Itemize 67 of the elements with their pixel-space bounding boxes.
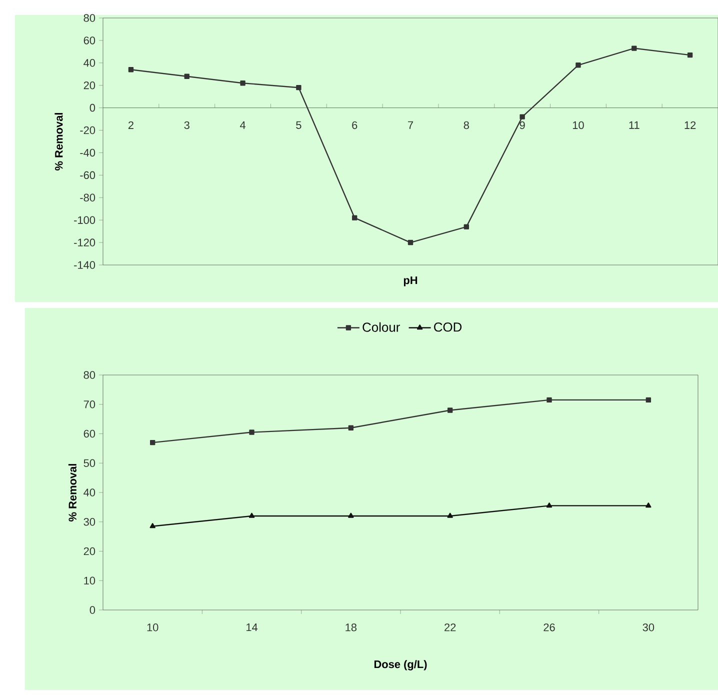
y-tick-label: -20 <box>80 126 96 134</box>
point <box>546 502 552 508</box>
x-tick-label: 8 <box>464 121 469 130</box>
y-tick-label: 0 <box>90 606 96 614</box>
legend-label: COD <box>434 322 462 332</box>
point <box>128 67 134 72</box>
y-axis-title: % Removal <box>68 464 76 522</box>
x-tick-label: 30 <box>642 624 654 632</box>
point <box>240 80 246 86</box>
y-tick-label: 0 <box>90 104 96 112</box>
x-tick-label: 22 <box>444 624 456 632</box>
legend-label: Colour <box>362 322 400 332</box>
point <box>447 512 453 518</box>
y-tick-label: 30 <box>84 518 96 526</box>
y-tick-label: -40 <box>80 148 96 157</box>
x-tick-label: 7 <box>408 121 414 129</box>
point <box>248 512 255 518</box>
x-axis-title: pH <box>404 276 418 286</box>
point <box>150 440 156 446</box>
x-tick-label: 26 <box>544 624 555 632</box>
y-tick-label: 80 <box>84 14 96 22</box>
y-tick-label: 20 <box>84 81 96 90</box>
x-tick-label: 14 <box>246 624 258 632</box>
point <box>646 397 652 403</box>
y-tick-label: -60 <box>80 171 96 180</box>
y-tick-label: -120 <box>74 238 96 246</box>
point <box>646 502 652 508</box>
point <box>520 114 525 120</box>
point <box>249 430 254 435</box>
x-tick-label: 6 <box>352 121 358 130</box>
point <box>408 240 414 246</box>
point <box>448 408 453 413</box>
y-tick-label: 60 <box>84 36 96 44</box>
point <box>632 46 637 51</box>
y-tick-label: 40 <box>84 488 96 496</box>
y-tick-label: -100 <box>74 216 96 224</box>
point <box>687 52 693 58</box>
point <box>184 74 190 79</box>
x-tick-label: 3 <box>184 121 190 130</box>
x-tick-label: 11 <box>629 121 640 129</box>
x-tick-label: 2 <box>128 121 134 129</box>
point <box>352 215 358 220</box>
point <box>576 62 581 68</box>
point <box>296 85 302 90</box>
point <box>348 512 354 518</box>
x-tick-label: 5 <box>296 121 302 129</box>
point <box>150 523 156 528</box>
point <box>464 224 470 230</box>
y-axis-title: % Removal <box>54 113 63 170</box>
y-tick-label: 20 <box>84 547 96 556</box>
x-tick-label: 18 <box>346 624 357 632</box>
y-tick-label: 50 <box>84 459 96 467</box>
x-axis-title: Dose (g/L) <box>374 660 427 670</box>
point <box>348 425 354 430</box>
y-tick-label: -80 <box>80 194 96 202</box>
x-tick-label: 10 <box>147 624 158 632</box>
x-tick-label: 10 <box>572 121 584 130</box>
y-tick-label: 10 <box>84 576 96 584</box>
y-tick-label: 80 <box>84 371 96 379</box>
y-tick-label: -140 <box>74 261 96 269</box>
x-tick-label: 12 <box>684 121 696 129</box>
y-tick-label: 40 <box>84 59 96 67</box>
y-tick-label: 60 <box>84 430 96 438</box>
x-tick-label: 4 <box>240 121 246 129</box>
y-tick-label: 70 <box>84 400 96 408</box>
x-tick-label: 9 <box>520 121 525 130</box>
point <box>546 397 552 403</box>
